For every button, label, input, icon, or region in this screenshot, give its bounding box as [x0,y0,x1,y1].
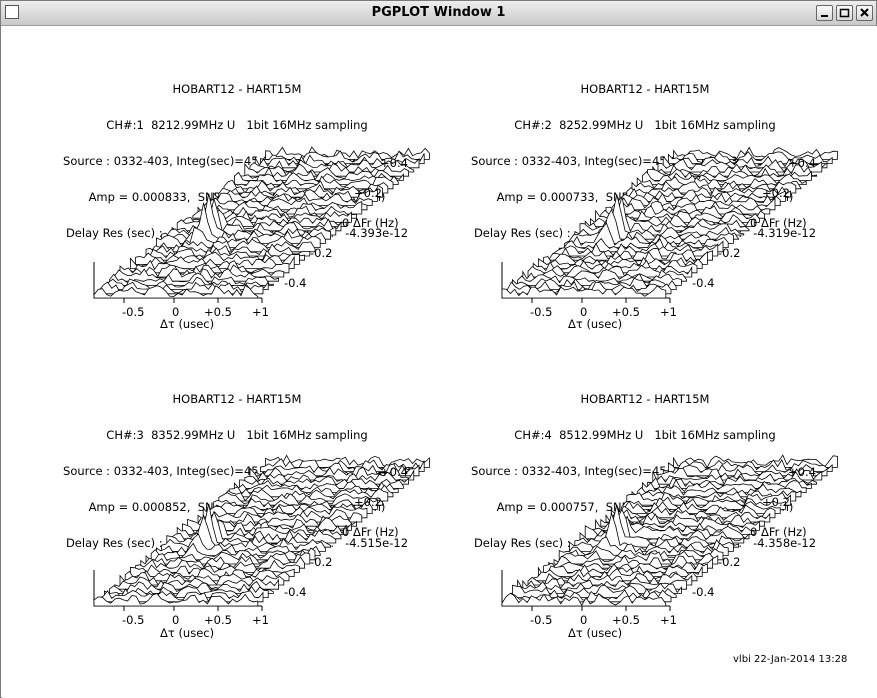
x-tick: 0 [580,613,587,627]
x-tick: +1 [252,613,269,627]
channel-label: CH#:1 8212.99MHz U 1bit 16MHz sampling [106,118,368,132]
y-tick: +0.4 [380,156,408,170]
fringe-surface-plots: -0.5 0 +0.5 +1 Δτ (usec) +0.4 +0.2 0 ΔFr… [93,146,838,640]
plot-area: HOBART12 - HART15M CH#:1 8212.99MHz U 1b… [2,26,877,698]
minimize-button[interactable] [816,5,833,21]
x-axis-label: Δτ (usec) [568,626,622,640]
fringe-surface-ch4 [501,454,838,611]
y-tick: 0 ΔFr (Hz) [342,216,399,230]
y-tick: +0.2 [762,495,790,509]
x-tick: +1 [252,305,269,319]
close-button[interactable] [856,5,873,21]
x-tick: +1 [660,613,677,627]
fringe-surface-ch3 [93,454,430,611]
y-tick: +0.4 [788,465,816,479]
footer-timestamp: vlbi 22-Jan-2014 13:28 [733,654,848,665]
x-tick: -0.5 [122,305,144,319]
y-tick: +0.4 [788,156,816,170]
y-tick: -0.2 [310,246,332,260]
y-tick: +0.2 [354,186,382,200]
y-tick: +0.2 [762,186,790,200]
maximize-button[interactable] [836,5,853,21]
baseline-label: HOBART12 - HART15M [172,392,302,406]
title-bar[interactable]: PGPLOT Window 1 [1,1,876,26]
y-tick: -0.4 [692,585,714,599]
x-tick: -0.5 [530,613,552,627]
y-tick: +0.4 [380,465,408,479]
channel-label: CH#:4 8512.99MHz U 1bit 16MHz sampling [514,428,776,442]
close-icon [860,8,869,17]
window-menu-icon[interactable] [5,5,19,19]
x-axis-label: Δτ (usec) [568,317,622,331]
baseline-label: HOBART12 - HART15M [172,82,302,96]
y-tick: -0.2 [718,246,740,260]
x-tick: 0 [580,305,587,319]
x-tick: +1 [660,305,677,319]
y-tick: -0.2 [718,555,740,569]
x-tick: -0.5 [122,613,144,627]
y-tick: -0.4 [284,276,306,290]
y-tick: 0 ΔFr (Hz) [342,525,399,539]
x-tick: +0.5 [612,613,640,627]
x-axis-label: Δτ (usec) [160,626,214,640]
x-tick: 0 [172,613,179,627]
x-tick: 0 [172,305,179,319]
x-tick: +0.5 [612,305,640,319]
y-tick: -0.2 [310,555,332,569]
channel-label: CH#:2 8252.99MHz U 1bit 16MHz sampling [514,118,776,132]
channel-label: CH#:3 8352.99MHz U 1bit 16MHz sampling [106,428,368,442]
y-tick: 0 ΔFr (Hz) [750,216,807,230]
y-tick: -0.4 [284,585,306,599]
maximize-icon [839,8,850,18]
fringe-surface-ch1 [93,146,430,303]
x-tick: -0.5 [530,305,552,319]
x-tick: +0.5 [204,613,232,627]
y-tick: -0.4 [692,276,714,290]
baseline-label: HOBART12 - HART15M [580,392,710,406]
window-title: PGPLOT Window 1 [371,5,506,20]
x-axis-label: Δτ (usec) [160,317,214,331]
x-tick: +0.5 [204,305,232,319]
minimize-icon [821,15,828,17]
y-tick: 0 ΔFr (Hz) [750,525,807,539]
y-tick: +0.2 [354,495,382,509]
fringe-surface-ch2 [501,146,838,303]
baseline-label: HOBART12 - HART15M [580,82,710,96]
